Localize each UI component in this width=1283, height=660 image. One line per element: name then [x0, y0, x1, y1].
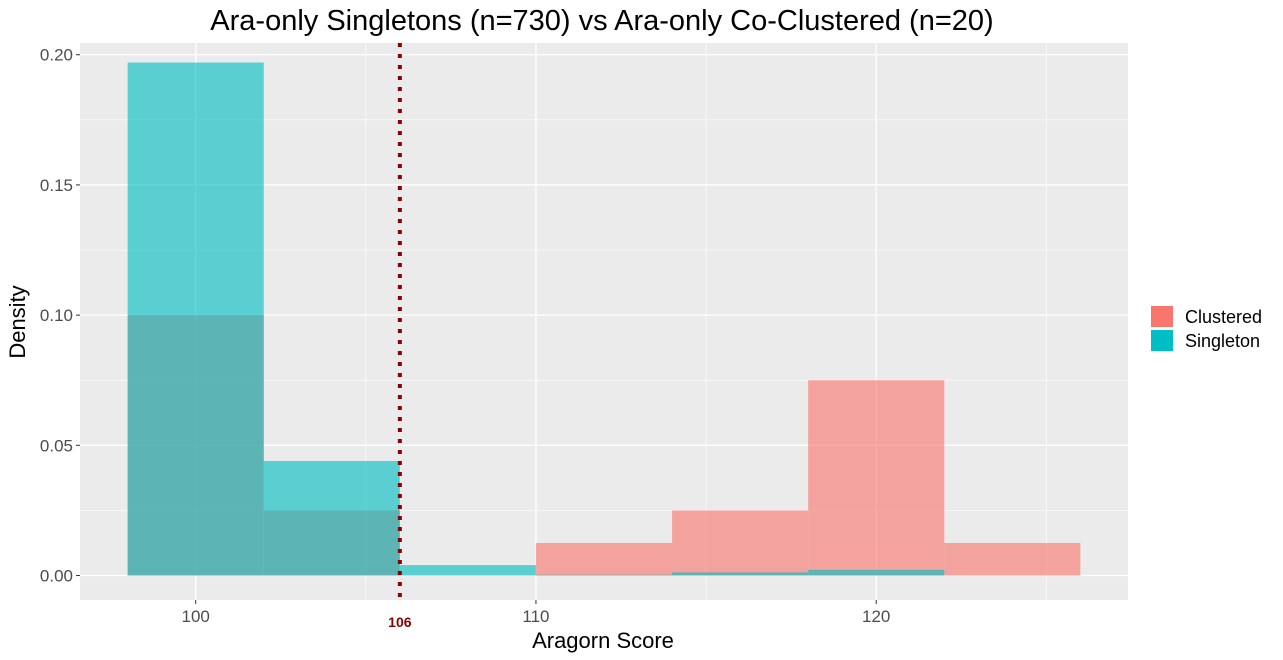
singleton-bar	[127, 62, 264, 576]
x-tick-label: 100	[182, 607, 210, 626]
singleton-bar	[263, 460, 400, 576]
clustered-bar	[535, 542, 673, 576]
y-tick-label: 0.05	[40, 436, 73, 455]
threshold-label: 106	[388, 614, 412, 630]
plot-panel	[80, 43, 1128, 600]
legend-key-singleton	[1151, 330, 1173, 351]
clustered-bar	[944, 542, 1081, 576]
clustered-bar	[672, 510, 809, 576]
clustered-bar	[808, 380, 945, 576]
legend-label-singleton: Singleton	[1185, 331, 1260, 351]
legend: Clustered Singleton	[1151, 306, 1262, 351]
singleton-bar	[808, 569, 945, 576]
y-tick-label: 0.10	[40, 306, 73, 325]
legend-label-clustered: Clustered	[1185, 307, 1262, 327]
x-axis-title: Aragorn Score	[532, 628, 674, 653]
y-tick-label: 0.20	[40, 46, 73, 65]
singleton-bar	[399, 565, 536, 576]
y-tick-label: 0.15	[40, 176, 73, 195]
chart-title: Ara-only Singletons (n=730) vs Ara-only …	[210, 5, 993, 37]
x-tick-label: 120	[862, 607, 890, 626]
singleton-bar	[535, 574, 673, 576]
legend-key-clustered	[1151, 306, 1173, 327]
singleton-bar	[672, 572, 809, 576]
x-tick-label: 110	[522, 607, 549, 626]
y-axis-title: Density	[5, 285, 30, 358]
singleton-series	[127, 62, 945, 576]
y-tick-label: 0.00	[40, 567, 73, 586]
